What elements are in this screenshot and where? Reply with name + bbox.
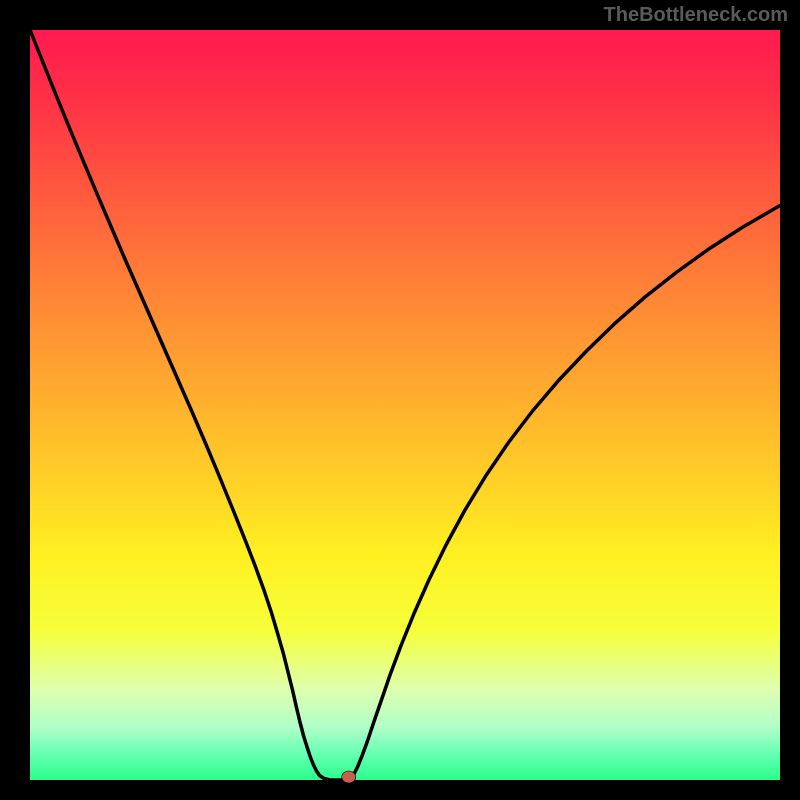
chart-gradient-bg [30,30,780,780]
chart-container: TheBottleneck.com [0,0,800,800]
bottleneck-chart [0,0,800,800]
optimal-point-marker [342,771,356,783]
watermark-text: TheBottleneck.com [604,4,788,27]
